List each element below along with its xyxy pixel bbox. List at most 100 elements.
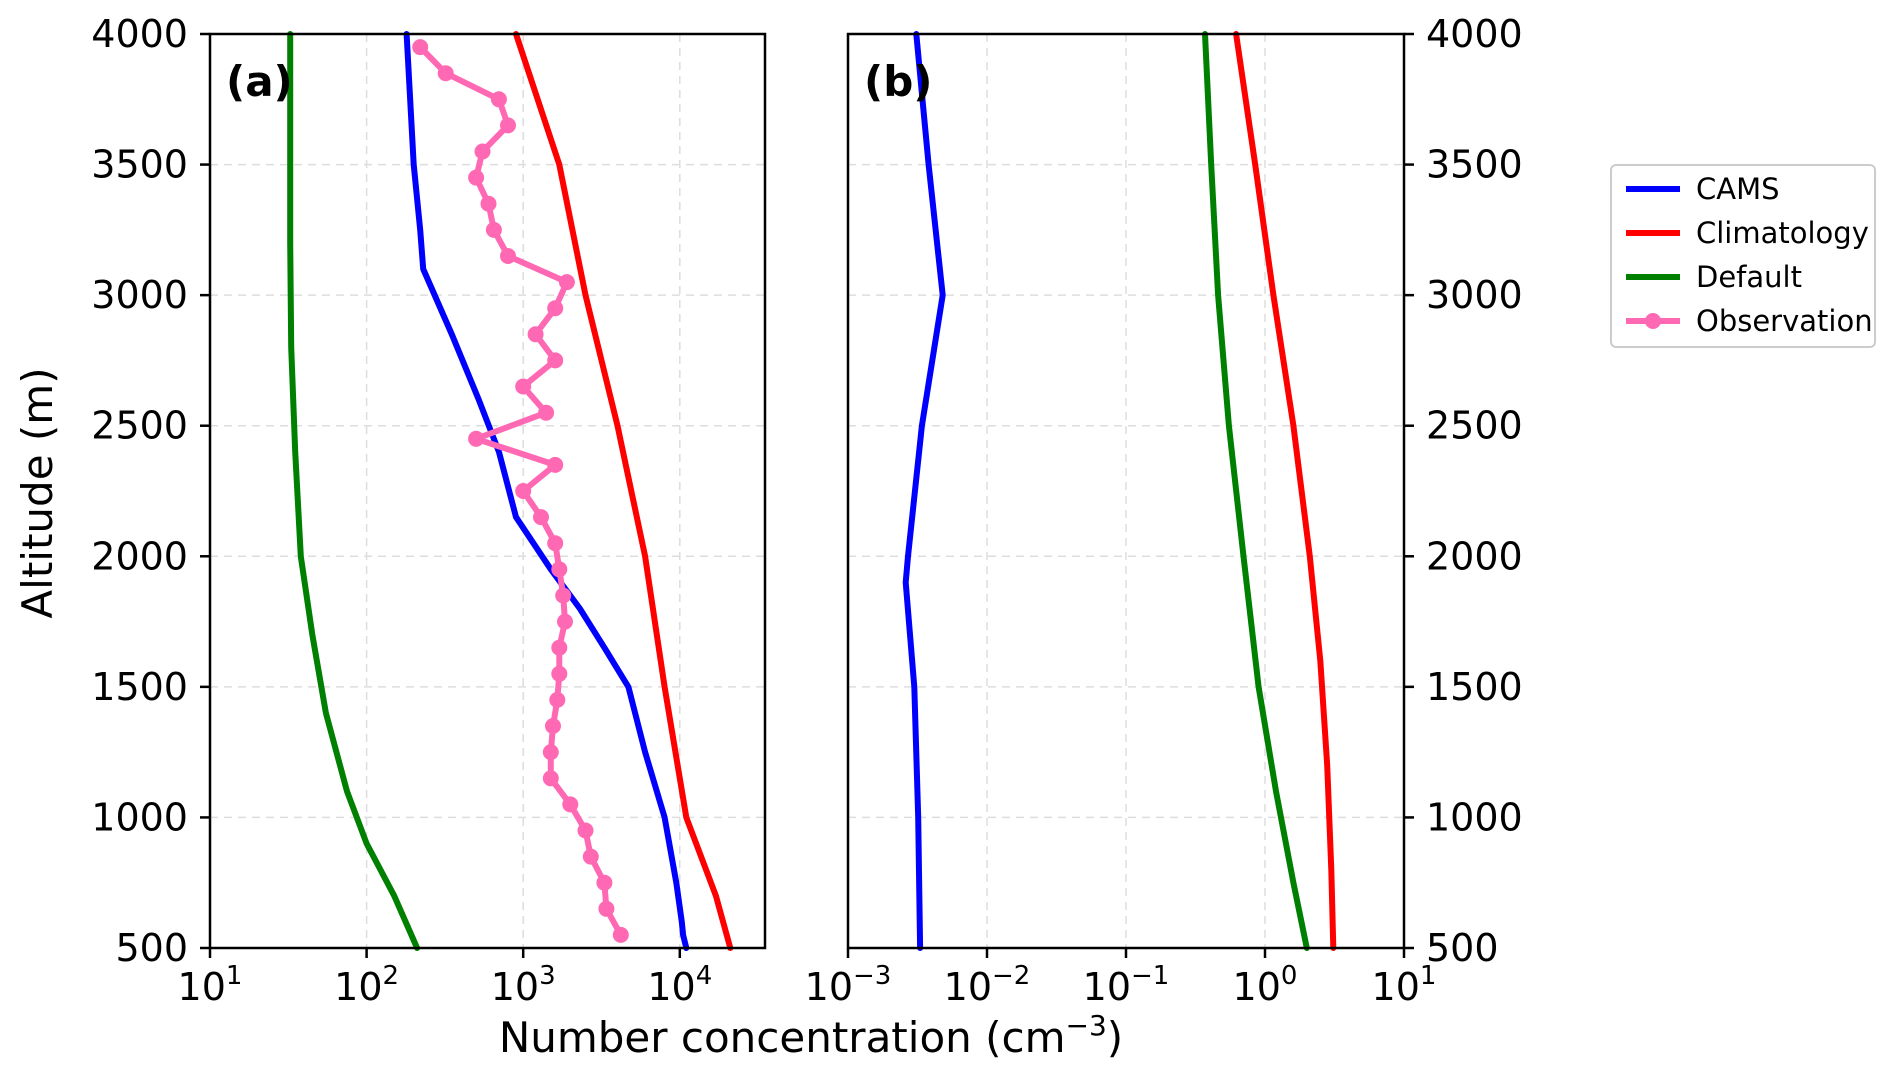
series-default-line xyxy=(1202,31,1310,951)
x-tick-label-base: 10 xyxy=(334,965,382,1009)
legend-entry-default-label: Default xyxy=(1696,260,1802,294)
series-observation-point xyxy=(515,483,532,499)
series-observation-point xyxy=(577,822,594,839)
y-tick-label: 1500 xyxy=(1426,665,1523,709)
y-tick-label: 2500 xyxy=(91,404,188,448)
series-observation-point xyxy=(545,718,561,734)
series-observation-point xyxy=(500,248,516,264)
plot-frame xyxy=(208,32,767,950)
series-observation-point xyxy=(547,535,564,552)
x-tick-label-exponent: 3 xyxy=(539,961,556,991)
legend-entry-cams-label: CAMS xyxy=(1696,172,1780,206)
x-tick-label: 101 xyxy=(1372,961,1437,1009)
x-axis-label: Number concentration (cm−3) xyxy=(499,1009,1123,1062)
y-tick-label: 1000 xyxy=(91,795,188,839)
series-observation-point xyxy=(474,143,491,160)
y-tick-label: 3000 xyxy=(91,273,188,317)
series-observation-point xyxy=(547,456,564,473)
legend-entry-observation-label: Observation xyxy=(1696,304,1873,338)
legend-entry-cams: CAMS xyxy=(1626,172,1780,206)
y-tick-label: 4000 xyxy=(1426,12,1523,56)
series-observation-point xyxy=(551,639,568,656)
y-tick-label: 2000 xyxy=(1426,534,1523,578)
y-axis-label: Altitude (m) xyxy=(13,367,62,618)
legend: CAMS Climatology Default Observation xyxy=(1610,164,1876,348)
series-cams-line xyxy=(902,31,946,951)
x-tick-label-base: 10 xyxy=(1083,965,1131,1009)
series-observation-point xyxy=(549,691,566,708)
x-tick-label: 101 xyxy=(178,961,243,1009)
x-tick-label: 103 xyxy=(491,961,556,1009)
series-observation-point xyxy=(515,378,532,395)
series-observation-point xyxy=(538,404,555,421)
x-tick-label: 100 xyxy=(1233,961,1298,1009)
legend-entry-climatology: Climatology xyxy=(1626,216,1869,250)
series-observation-point xyxy=(542,770,559,787)
y-tick-label: 3500 xyxy=(91,143,188,187)
panel-label: (b) xyxy=(864,57,932,106)
legend-entry-observation-marker xyxy=(1645,313,1661,329)
series-default-line xyxy=(287,31,421,951)
series-climatology-line xyxy=(513,31,734,951)
series-observation-point xyxy=(551,561,568,578)
x-tick-label-base: 10 xyxy=(805,965,853,1009)
series-observation-point xyxy=(557,613,573,630)
series-observation-point xyxy=(480,195,497,212)
x-tick-label-base: 10 xyxy=(1233,965,1281,1009)
legend-entry-default: Default xyxy=(1626,260,1802,294)
series-observation-point xyxy=(468,430,485,447)
x-tick-label-exponent: 2 xyxy=(383,961,400,991)
x-axis-label-exponent: −3 xyxy=(1066,1009,1107,1042)
series-observation-point xyxy=(551,665,568,682)
series-observation-point xyxy=(485,221,502,238)
x-tick-label-exponent: −2 xyxy=(992,961,1030,991)
x-tick-label: 102 xyxy=(334,961,399,1009)
x-tick-label: 10−2 xyxy=(944,961,1031,1009)
y-tick-label: 4000 xyxy=(91,12,188,56)
series-observation-point xyxy=(555,587,572,604)
y-tick-label: 2500 xyxy=(1426,404,1523,448)
x-tick-label: 10−3 xyxy=(805,961,892,1009)
panel-b: 10−3 10−2 10−1 100 1015001000150020002500300… xyxy=(805,12,1523,1009)
series-observation-point xyxy=(562,796,579,813)
series-observation-point xyxy=(547,300,564,317)
series-observation-point xyxy=(490,91,507,108)
series-observation-point xyxy=(582,848,599,865)
series-climatology-line xyxy=(1233,31,1337,951)
series-observation-point xyxy=(612,926,629,943)
series-observation-point xyxy=(527,326,544,343)
x-tick-label-base: 10 xyxy=(491,965,539,1009)
series-observation-point xyxy=(533,509,549,526)
y-tick-label: 3000 xyxy=(1426,273,1523,317)
series-cams-line xyxy=(403,31,690,951)
series-observation-point xyxy=(598,900,615,917)
x-tick-label-base: 10 xyxy=(944,965,992,1009)
x-tick-label-exponent: 1 xyxy=(1420,961,1437,991)
series-observation-point xyxy=(468,169,485,186)
x-tick-label-exponent: 0 xyxy=(1281,961,1298,991)
x-tick-label-exponent: −1 xyxy=(1131,961,1169,991)
x-axis-label-close: ) xyxy=(1107,1013,1123,1062)
x-tick-label: 104 xyxy=(647,961,712,1009)
y-tick-label: 1500 xyxy=(91,665,188,709)
x-tick-label-exponent: 1 xyxy=(226,961,243,991)
x-axis-label-main: Number concentration (cm xyxy=(499,1013,1066,1062)
series-observation-point xyxy=(547,352,564,369)
series-observation-point xyxy=(596,874,613,891)
y-tick-label: 3500 xyxy=(1426,143,1523,187)
panel-a: 101 102 103 1045001000150020002500300035004… xyxy=(91,12,767,1009)
series-observation-point xyxy=(542,744,559,761)
series-observation-point xyxy=(437,65,454,82)
series-observation-point xyxy=(558,274,575,291)
y-tick-label: 1000 xyxy=(1426,795,1523,839)
series-observation-point xyxy=(412,39,429,56)
legend-box xyxy=(1610,164,1876,348)
series-observation-point xyxy=(500,117,516,134)
x-tick-label-base: 10 xyxy=(647,965,695,1009)
x-tick-label-base: 10 xyxy=(178,965,226,1009)
legend-entry-observation: Observation xyxy=(1626,304,1873,338)
x-tick-label-exponent: 4 xyxy=(696,961,713,991)
panel-label: (a) xyxy=(226,57,293,106)
x-tick-label-base: 10 xyxy=(1372,965,1420,1009)
